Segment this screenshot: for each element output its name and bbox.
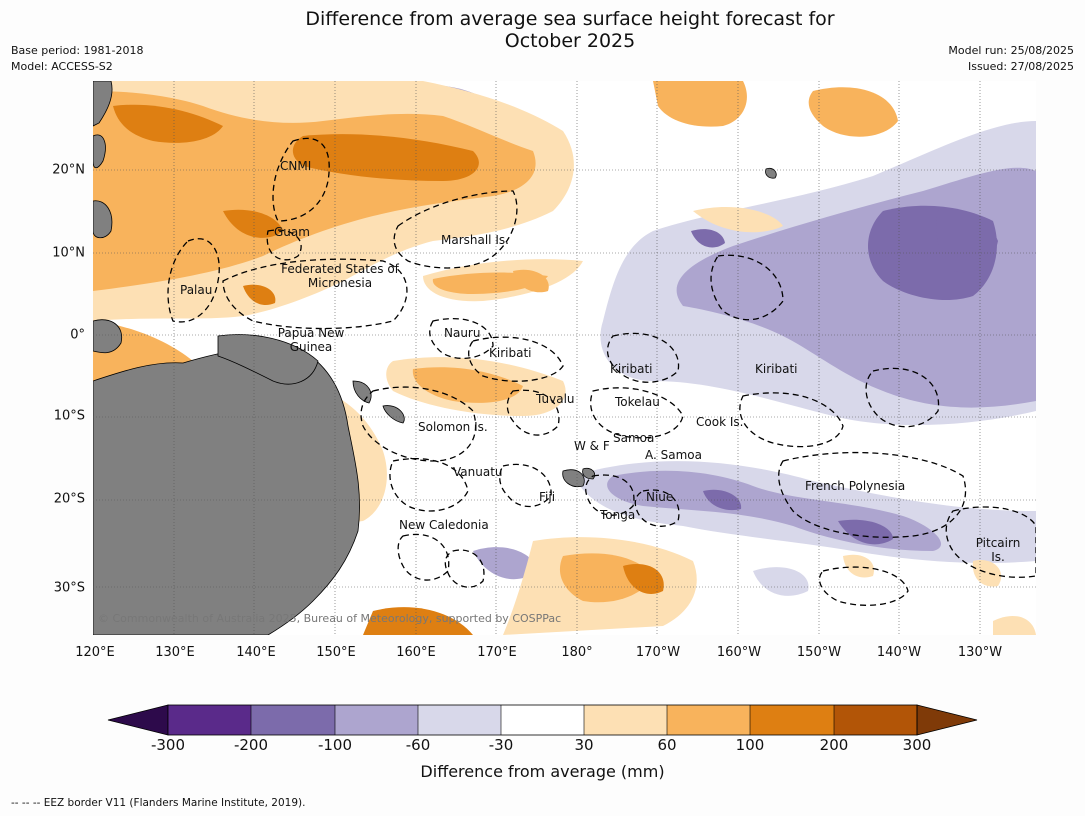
x-tick-130e: 130°E xyxy=(155,645,195,660)
graticule xyxy=(93,81,1036,635)
y-tick-20s: 20°S xyxy=(53,491,85,507)
colorbar-dividers xyxy=(250,705,835,735)
colorbar-tick-m60: -60 xyxy=(405,736,431,754)
model-name: Model: ACCESS-S2 xyxy=(11,60,113,73)
copyright-notice: © Commonwealth of Australia 2025, Bureau… xyxy=(98,612,562,625)
base-period: Base period: 1981-2018 xyxy=(11,44,144,57)
colorbar-swatch-1 xyxy=(168,705,251,735)
colorbar-tick-m30: -30 xyxy=(488,736,514,754)
label-kiribati-east: Kiribati xyxy=(755,362,798,376)
colorbar-swatch-9 xyxy=(834,705,917,735)
colorbar-swatch-7 xyxy=(667,705,750,735)
label-marshall-is: Marshall Is. xyxy=(441,233,509,247)
label-kiribati-west: Kiribati xyxy=(489,346,532,360)
label-samoa: Samoa xyxy=(613,431,655,445)
colorbar-tick-60: 60 xyxy=(657,736,677,754)
colorbar-tick-100: 100 xyxy=(735,736,765,754)
colorbar-swatch-6 xyxy=(584,705,667,735)
colorbar xyxy=(107,704,978,736)
x-tick-120e: 120°E xyxy=(75,645,115,660)
colorbar-tick-m200: -200 xyxy=(233,736,269,754)
label-nauru: Nauru xyxy=(444,326,481,340)
anomaly-field xyxy=(93,81,1036,635)
meta-left: Base period: 1981-2018 Model: ACCESS-S2 xyxy=(11,43,143,75)
colorbar-tick-30: 30 xyxy=(574,736,594,754)
x-tick-140w: 140°W xyxy=(876,645,922,660)
label-fiji: Fiji xyxy=(539,490,556,504)
land-masses xyxy=(93,81,777,635)
label-png: Papua New Guinea xyxy=(277,326,345,354)
title-line-2: October 2025 xyxy=(504,30,636,52)
label-kiribati-central: Kiribati xyxy=(610,362,653,376)
colorbar-swatch-3 xyxy=(335,705,418,735)
label-wallis-futuna: W & F xyxy=(574,439,610,453)
label-new-caledonia: New Caledonia xyxy=(399,518,489,532)
label-solomon-is: Solomon Is. xyxy=(418,420,488,434)
x-tick-140e: 140°E xyxy=(236,645,276,660)
label-cnmi: CNMI xyxy=(280,159,312,173)
meta-right: Model run: 25/08/2025 Issued: 27/08/2025 xyxy=(948,43,1074,75)
colorbar-title: Difference from average (mm) xyxy=(420,762,665,781)
colorbar-tick-200: 200 xyxy=(819,736,849,754)
label-niue: Niue xyxy=(646,490,674,504)
label-french-polynesia: French Polynesia xyxy=(805,479,906,493)
x-tick-170e: 170°E xyxy=(477,645,517,660)
x-tick-170w: 170°W xyxy=(635,645,681,660)
x-tick-180: 180° xyxy=(561,645,593,660)
colorbar-tick-m100: -100 xyxy=(317,736,353,754)
label-tokelau: Tokelau xyxy=(615,395,660,409)
y-tick-0: 0° xyxy=(70,327,85,343)
colorbar-swatch-5 xyxy=(501,705,584,735)
y-tick-10n: 10°N xyxy=(52,245,85,261)
label-micronesia: Federated States of Micronesia xyxy=(281,262,399,290)
eez-borders xyxy=(167,137,1036,606)
x-tick-160w: 160°W xyxy=(716,645,762,660)
label-tuvalu: Tuvalu xyxy=(536,392,575,406)
colorbar-max-arrow xyxy=(916,704,978,736)
y-tick-10s: 10°S xyxy=(53,408,85,424)
colorbar-tick-300: 300 xyxy=(902,736,932,754)
x-tick-160e: 160°E xyxy=(396,645,436,660)
x-tick-150w: 150°W xyxy=(796,645,842,660)
colorbar-min-arrow xyxy=(107,704,169,736)
colorbar-frame xyxy=(167,704,918,736)
title-line-1: Difference from average sea surface heig… xyxy=(305,8,835,30)
label-palau: Palau xyxy=(180,283,213,297)
label-pitcairn-is: Pitcairn Is. xyxy=(975,536,1021,564)
y-tick-30s: 30°S xyxy=(53,580,85,596)
chart-title: Difference from average sea surface heig… xyxy=(0,8,1085,52)
x-tick-150e: 150°E xyxy=(316,645,356,660)
colorbar-swatch-2 xyxy=(251,705,335,735)
colorbar-swatch-8 xyxy=(750,705,834,735)
x-tick-130w: 130°W xyxy=(957,645,1003,660)
label-cook-is: Cook Is. xyxy=(696,415,744,429)
map-panel: CNMI Guam Marshall Is. Federated States … xyxy=(93,81,1036,635)
issued-date: Issued: 27/08/2025 xyxy=(967,60,1074,73)
colorbar-swatch-4 xyxy=(418,705,501,735)
label-tonga: Tonga xyxy=(600,508,636,522)
model-run: Model run: 25/08/2025 xyxy=(948,44,1074,57)
colorbar-tick-m300: -300 xyxy=(150,736,186,754)
label-vanuatu: Vanuatu xyxy=(453,465,503,479)
eez-footnote: -- -- -- EEZ border V11 (Flanders Marine… xyxy=(11,797,306,809)
y-tick-20n: 20°N xyxy=(52,162,85,178)
label-american-samoa: A. Samoa xyxy=(645,448,702,462)
label-guam: Guam xyxy=(274,225,310,239)
